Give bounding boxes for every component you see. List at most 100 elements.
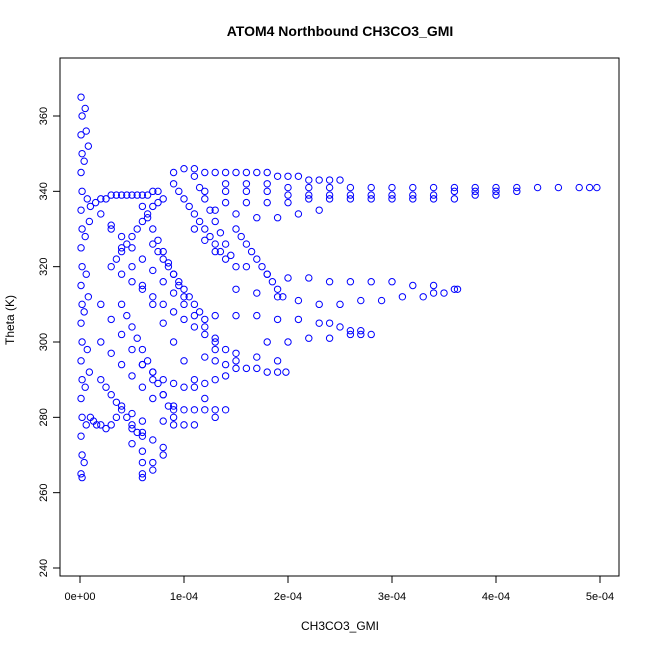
data-point — [284, 274, 292, 282]
data-point — [357, 296, 365, 305]
data-point — [201, 315, 209, 324]
data-point — [221, 187, 230, 196]
data-point — [107, 191, 115, 199]
data-point — [279, 293, 287, 301]
data-point — [123, 311, 131, 320]
data-point — [78, 413, 86, 422]
data-point — [346, 330, 355, 339]
data-point — [138, 281, 147, 290]
data-point — [117, 191, 126, 199]
data-point — [138, 360, 147, 369]
data-point — [77, 206, 85, 214]
data-point — [336, 323, 344, 331]
data-point — [91, 198, 100, 207]
data-point — [154, 187, 162, 196]
data-point — [195, 308, 204, 316]
data-point — [78, 375, 86, 384]
data-point — [77, 357, 85, 365]
data-point — [133, 191, 141, 199]
data-point — [357, 330, 365, 339]
data-point — [82, 127, 90, 135]
data-point — [117, 244, 126, 252]
data-point — [169, 406, 178, 414]
data-point — [388, 183, 396, 192]
data-point — [180, 315, 188, 324]
data-point — [221, 406, 230, 414]
data-point — [211, 311, 219, 320]
data-point — [149, 202, 157, 211]
data-point — [78, 262, 86, 271]
data-point — [190, 300, 199, 309]
data-point — [84, 293, 93, 301]
data-point — [78, 338, 86, 346]
data-point — [107, 262, 115, 271]
data-point — [429, 289, 438, 297]
data-point — [138, 428, 147, 437]
data-point — [117, 270, 126, 278]
data-point — [284, 183, 292, 192]
y-tick-label: 280 — [38, 408, 50, 426]
data-point — [149, 187, 157, 196]
data-point — [232, 262, 240, 271]
data-point — [201, 379, 209, 388]
data-point — [77, 394, 85, 403]
data-point — [85, 368, 94, 376]
data-point — [180, 406, 188, 414]
data-point — [211, 357, 219, 365]
x-axis: 0e+00 1e-04 2e-04 3e-04 4e-04 5e-04 — [65, 575, 614, 603]
data-point — [263, 187, 271, 196]
data-point — [201, 406, 209, 414]
data-point — [80, 458, 88, 467]
data-point — [242, 187, 251, 196]
data-point — [346, 183, 355, 192]
data-point — [164, 262, 173, 271]
data-point — [133, 225, 141, 233]
data-point — [325, 176, 334, 184]
data-point — [128, 372, 136, 380]
data-point — [78, 225, 86, 233]
data-point — [367, 191, 375, 199]
data-point — [154, 247, 162, 256]
data-point — [77, 319, 85, 327]
data-point — [294, 296, 303, 305]
data-point — [102, 383, 110, 391]
data-point — [201, 236, 209, 245]
x-tick-label: 3e-04 — [378, 591, 406, 603]
data-point — [117, 406, 126, 414]
data-point — [97, 421, 105, 429]
data-point — [159, 247, 167, 256]
data-point — [429, 183, 438, 192]
data-point — [227, 251, 235, 260]
data-point — [78, 300, 86, 309]
data-point — [159, 375, 167, 384]
data-point — [346, 191, 355, 199]
data-point — [128, 424, 136, 433]
data-point — [471, 183, 479, 192]
data-point — [211, 413, 219, 422]
data-point — [190, 311, 199, 320]
data-point — [117, 247, 126, 256]
data-point — [492, 191, 500, 199]
data-point — [159, 443, 167, 452]
data-point — [242, 364, 251, 373]
data-point — [429, 191, 438, 199]
data-point — [409, 195, 417, 203]
data-point — [180, 293, 188, 301]
data-point — [169, 338, 178, 346]
data-point — [169, 168, 178, 177]
data-point — [78, 187, 86, 196]
data-point — [429, 281, 438, 290]
data-point — [325, 278, 334, 286]
data-point — [206, 232, 214, 241]
data-point — [169, 308, 178, 316]
data-point — [221, 180, 230, 188]
data-point — [143, 214, 152, 222]
data-point — [169, 289, 178, 297]
data-point — [263, 338, 271, 346]
x-tick-label: 1e-04 — [170, 591, 198, 603]
data-point — [84, 142, 93, 150]
data-point — [221, 240, 230, 248]
data-point — [273, 368, 282, 376]
data-point — [117, 330, 126, 339]
